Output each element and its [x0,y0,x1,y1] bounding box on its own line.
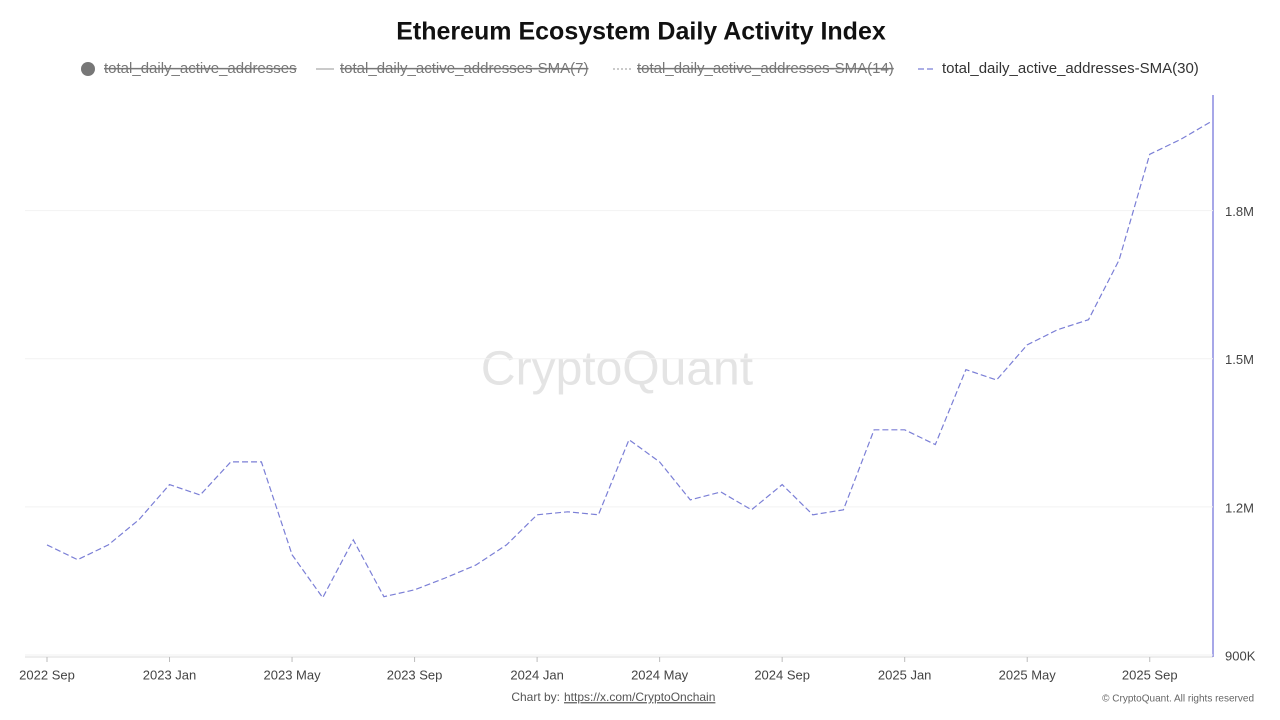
y-tick-label: 1.2M [1225,500,1254,515]
x-tick-label: 2025 Jan [878,667,932,682]
legend-marker [81,62,95,76]
data-line [46,121,1212,599]
x-tick-label: 2023 May [264,667,322,682]
credit-link[interactable]: https://x.com/CryptoOnchain [564,690,715,704]
credit-prefix: Chart by: [511,690,560,704]
copyright: © CryptoQuant. All rights reserved [1102,694,1254,705]
x-tick-label: 2025 May [999,667,1057,682]
x-tick-label: 2025 Sep [1122,667,1178,682]
chart-title: Ethereum Ecosystem Daily Activity Index [396,18,886,46]
x-tick-label: 2024 May [631,667,689,682]
x-tick-label: 2022 Sep [19,667,75,682]
y-tick-label: 1.5M [1225,352,1254,367]
x-tick-label: 2023 Jan [143,667,197,682]
legend-label: total_daily_active_addresses-SMA(7) [340,60,588,77]
legend-label: total_daily_active_addresses-SMA(30) [942,60,1199,77]
watermark: CryptoQuant [481,343,753,396]
x-tick-label: 2023 Sep [387,667,443,682]
x-tick-label: 2024 Jan [510,667,564,682]
legend-label: total_daily_active_addresses [104,60,297,77]
y-tick-label: 1.8M [1225,204,1254,219]
legend-label: total_daily_active_addresses-SMA(14) [637,60,894,77]
x-tick-label: 2024 Sep [754,667,810,682]
y-tick-label: 900K [1225,648,1256,663]
